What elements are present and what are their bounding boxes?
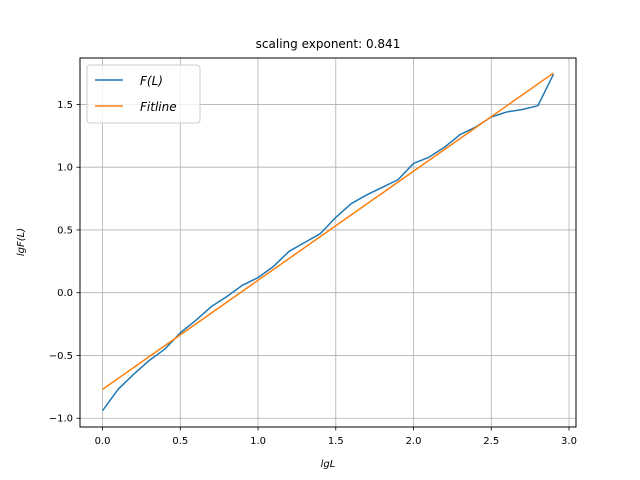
plot-series <box>101 72 555 412</box>
series-line-fitline <box>102 72 554 390</box>
x-tick-label: 0.5 <box>172 436 188 447</box>
x-tick-label: 0.0 <box>95 436 111 447</box>
grid <box>80 58 576 427</box>
x-tick-label: 3.0 <box>561 436 577 447</box>
y-tick-label: 0.0 <box>57 288 73 299</box>
plot-area-frame <box>79 57 577 428</box>
x-tick-label: 1.5 <box>328 436 344 447</box>
x-tick-label: 1.0 <box>250 436 266 447</box>
legend: F(L) Fitline <box>86 64 201 124</box>
y-tick-label: −0.5 <box>49 351 73 362</box>
x-axis-label: lgL <box>321 459 336 470</box>
axis-ticks: 0.0 0.5 1.0 1.5 2.0 2.5 3.0 −1.0 −0.5 0.0 0.5 1.0 1.… <box>49 100 577 447</box>
y-tick-label: 1.0 <box>57 163 73 174</box>
legend-label-f-of-l: F(L) <box>140 74 163 88</box>
y-tick-label: 1.5 <box>57 100 73 111</box>
y-tick-label: −1.0 <box>49 414 73 425</box>
x-tick-label: 2.5 <box>483 436 499 447</box>
y-tick-label: 0.5 <box>57 225 73 236</box>
x-tick-label: 2.0 <box>406 436 422 447</box>
legend-label-fitline: Fitline <box>140 100 177 114</box>
y-axis-label: lgF(L) <box>16 228 27 256</box>
chart-title: scaling exponent: 0.841 <box>256 37 401 51</box>
